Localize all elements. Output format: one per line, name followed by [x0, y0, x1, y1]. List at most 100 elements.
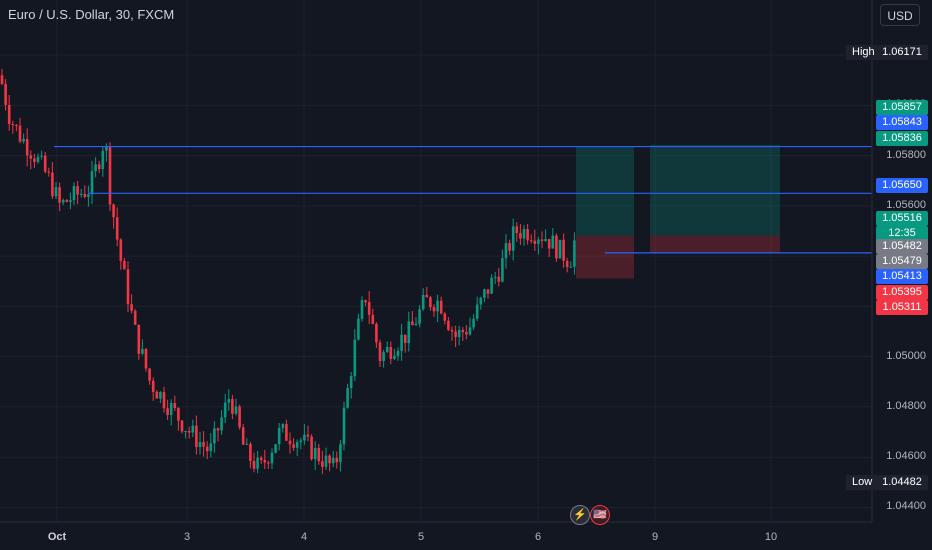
candle-body [220, 417, 223, 431]
candle-body [447, 320, 450, 330]
candle [159, 391, 162, 404]
candle-body [108, 146, 112, 205]
candle-body [241, 427, 245, 445]
candle-body [101, 150, 105, 170]
candle-body [429, 297, 432, 308]
candle-body [382, 352, 385, 361]
lightning-icon[interactable]: ⚡ [570, 505, 590, 525]
candle [436, 294, 439, 323]
candle-body [439, 300, 443, 314]
candle [515, 222, 519, 242]
candle [205, 441, 209, 460]
candle [112, 203, 115, 229]
candle-body [483, 289, 486, 298]
candle-body [475, 304, 479, 319]
us-flag-icon[interactable]: 🇺🇸 [590, 505, 610, 525]
candle-body [349, 376, 353, 389]
candle [76, 181, 79, 205]
candle [555, 233, 558, 262]
candle-body [400, 334, 403, 351]
candle [421, 288, 425, 311]
candle [274, 443, 277, 454]
stop-zone [650, 235, 780, 253]
candle-body [267, 462, 270, 464]
candle [504, 234, 508, 269]
candle [479, 296, 483, 310]
candle [364, 299, 367, 307]
candle-body [137, 324, 141, 354]
candle-body [40, 155, 43, 157]
candle-body [173, 403, 177, 409]
candle [429, 295, 432, 311]
candle [263, 449, 267, 470]
candle [497, 267, 501, 287]
candle-body [123, 260, 126, 270]
candle-body [119, 239, 123, 261]
candle-body [547, 238, 551, 249]
candle-body [432, 307, 436, 312]
price-tick: 1.05800 [886, 148, 926, 161]
candle-body [378, 342, 382, 361]
candle-body [522, 228, 526, 239]
candle-body [87, 194, 90, 197]
candle-body [29, 155, 33, 159]
candle-body [573, 240, 576, 267]
candle [569, 261, 573, 268]
candle [382, 349, 385, 368]
candle [238, 404, 241, 430]
price-badge: 1.05311 [876, 300, 928, 315]
currency-button[interactable]: USD [880, 4, 920, 26]
candle-body [36, 156, 40, 162]
candle [69, 192, 72, 210]
candle-body [4, 83, 7, 105]
candle [241, 423, 245, 445]
candle [529, 234, 533, 244]
price-badge: 1.05857 [876, 100, 928, 115]
candle-body [468, 327, 472, 335]
candle [565, 258, 569, 273]
candle [4, 78, 7, 111]
candle-body [436, 300, 439, 312]
candle [162, 386, 166, 413]
candle [61, 198, 65, 206]
candle [43, 151, 47, 174]
candle [252, 452, 256, 473]
candle [79, 188, 83, 198]
candle [249, 441, 252, 469]
symbol-title[interactable]: Euro / U.S. Dollar, 30, FXCM [8, 7, 175, 22]
candle-body [47, 171, 51, 173]
candle-body [288, 440, 292, 445]
candle-body [202, 442, 205, 447]
candle [537, 236, 540, 255]
candle-body [367, 302, 371, 315]
candle-body [414, 323, 418, 326]
candle [299, 437, 303, 450]
candle-body [285, 424, 288, 441]
candle [573, 232, 576, 275]
candle [461, 327, 465, 341]
candle [486, 289, 490, 299]
candle [259, 455, 263, 464]
candle [40, 150, 43, 160]
candle [133, 308, 137, 326]
candle [454, 325, 457, 348]
candle [353, 329, 357, 382]
candle [220, 410, 223, 435]
time-tick: 3 [183, 531, 191, 543]
candle-body [407, 321, 411, 344]
candle [292, 438, 295, 452]
candle-body [191, 425, 195, 433]
candle [0, 68, 4, 86]
candle [511, 218, 515, 261]
candle-body [15, 124, 18, 126]
candle-body [249, 443, 252, 462]
candle-body [493, 276, 497, 278]
candle [547, 238, 551, 257]
candle [389, 341, 393, 365]
candle-body [159, 392, 162, 399]
candle [7, 94, 11, 131]
high-label: High [846, 45, 881, 60]
candle [457, 325, 461, 346]
candle [65, 199, 69, 203]
